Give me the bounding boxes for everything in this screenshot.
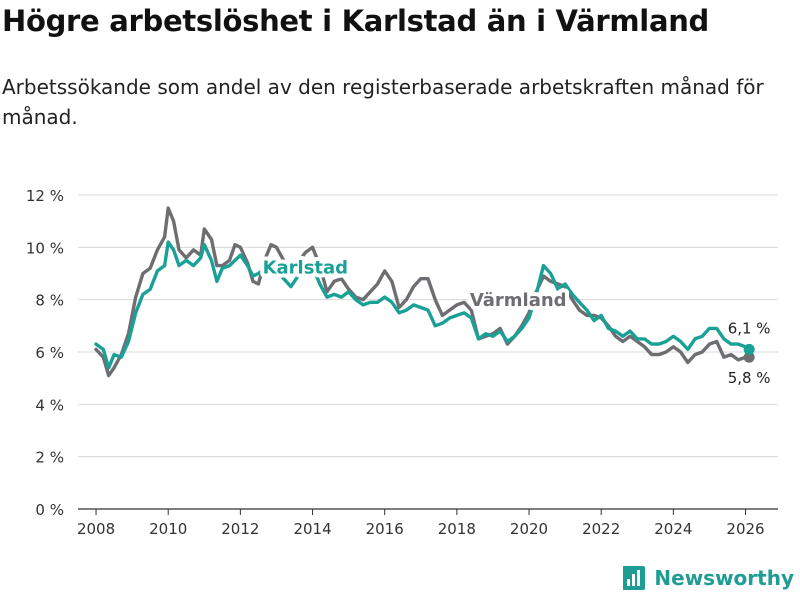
- end-value-label-karlstad: 6,1 %: [728, 319, 771, 337]
- x-tick-label: 2014: [293, 520, 331, 538]
- brand-name: Newsworthy: [654, 566, 794, 590]
- newsworthy-icon: [623, 566, 646, 590]
- end-point-karlstad: [743, 343, 755, 355]
- x-tick-label: 2016: [366, 520, 404, 538]
- y-tick-label: 2 %: [35, 449, 64, 467]
- x-tick-label: 2010: [149, 520, 187, 538]
- x-tick-label: 2022: [582, 520, 620, 538]
- y-tick-label: 10 %: [26, 239, 64, 257]
- y-tick-label: 0 %: [35, 501, 64, 519]
- series-line-värmland: [94, 206, 751, 378]
- series-label-varmland: Värmland: [470, 290, 567, 311]
- series-labels: Karlstad Värmland 6,1 % 5,8 %: [259, 254, 774, 390]
- x-tick-label: 2008: [77, 520, 115, 538]
- y-tick-label: 8 %: [35, 292, 64, 310]
- grid-lines: [78, 194, 778, 510]
- end-value-label-varmland: 5,8 %: [728, 369, 771, 387]
- x-tick-label: 2012: [221, 520, 259, 538]
- x-tick-label: 2020: [510, 520, 548, 538]
- series-line-karlstad: [94, 240, 751, 370]
- y-tick-label: 6 %: [35, 344, 64, 362]
- x-tick-label: 2024: [654, 520, 692, 538]
- chart-title: Högre arbetslöshet i Karlstad än i Värml…: [2, 4, 710, 38]
- newsworthy-logo: Newsworthy: [620, 560, 794, 596]
- series-lines: [94, 206, 755, 378]
- x-tick-label: 2026: [726, 520, 764, 538]
- y-tick-label: 4 %: [35, 396, 64, 414]
- y-axis-ticks: 0 % 2 % 4 % 6 % 8 % 10 % 12 %: [26, 187, 64, 519]
- x-tick-label: 2018: [438, 520, 476, 538]
- x-axis-ticks: 2008 2010 2012 2014 2016 2018 2020 2022 2024 2026: [77, 509, 765, 538]
- end-point-värmland: [743, 351, 755, 363]
- series-label-karlstad: Karlstad: [263, 258, 349, 279]
- y-tick-label: 12 %: [26, 187, 64, 205]
- chart-subtitle: Arbetssökande som andel av den registerb…: [2, 75, 764, 129]
